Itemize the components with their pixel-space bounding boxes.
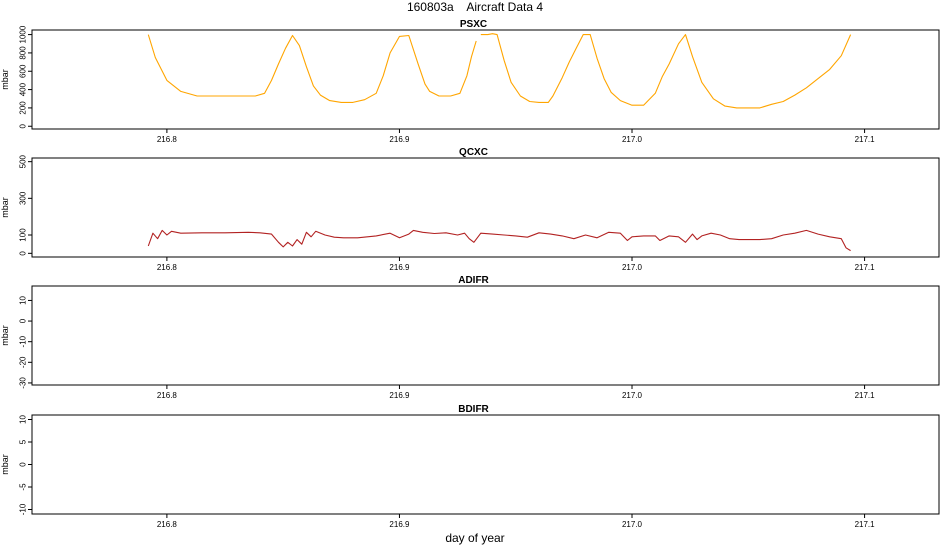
- x-tick-label: 217.1: [855, 263, 876, 272]
- y-tick-label: 0: [19, 251, 28, 256]
- plot-frame: [31, 157, 940, 258]
- chart-panel-bdifr: BDIFR mbar -10 -5 0 5 10 216.8 216.9 217.0 217.1: [0, 404, 940, 529]
- y-tick-label: 0: [19, 318, 28, 323]
- plot-frame: [31, 29, 940, 130]
- panel-title: ADIFR: [458, 275, 489, 286]
- y-tick-label: 1000: [19, 25, 28, 43]
- y-tick-label: 5: [19, 439, 28, 444]
- series-line-psxc-1: [147, 34, 477, 103]
- y-tick-label: -5: [19, 483, 28, 491]
- x-tick-label: 217.0: [622, 391, 643, 400]
- y-tick-label: 0: [19, 462, 28, 467]
- x-tick-label: 217.0: [622, 263, 643, 272]
- plot-frame: [31, 285, 940, 386]
- x-tick-label: 217.0: [622, 520, 643, 529]
- series-line-qcxc-1: [147, 229, 851, 252]
- x-tick-label: 216.8: [157, 263, 178, 272]
- y-tick-label: 10: [19, 415, 28, 424]
- panel-title: PSXC: [460, 19, 487, 30]
- x-tick-label: 216.9: [389, 520, 410, 529]
- chart-panel-psxc: PSXC mbar 0 200 400 600 800 1000 216.8 216.9 217.0…: [0, 19, 940, 144]
- series-line-psxc-2: [480, 33, 852, 109]
- y-tick-label: 600: [19, 64, 28, 78]
- plot-frame: [31, 414, 940, 515]
- panel-title: BDIFR: [458, 404, 489, 415]
- x-tick-label: 217.1: [855, 391, 876, 400]
- y-tick-label: 500: [19, 154, 28, 168]
- y-tick-label: 0: [19, 123, 28, 128]
- x-tick-label: 216.8: [157, 135, 178, 144]
- y-tick-label: 10: [19, 295, 28, 304]
- x-tick-label: 216.8: [157, 391, 178, 400]
- x-tick-label: 217.1: [855, 520, 876, 529]
- x-tick-label: 216.9: [389, 135, 410, 144]
- y-tick-label: -10: [19, 503, 28, 515]
- x-axis-label: day of year: [445, 531, 505, 545]
- x-tick-label: 217.1: [855, 135, 876, 144]
- x-tick-label: 216.8: [157, 520, 178, 529]
- y-tick-label: -30: [19, 377, 28, 389]
- y-tick-label: -10: [19, 335, 28, 347]
- y-axis-label: mbar: [0, 454, 10, 475]
- y-tick-label: 800: [19, 46, 28, 60]
- y-axis-label: mbar: [0, 325, 10, 346]
- x-tick-label: 216.9: [389, 263, 410, 272]
- y-tick-label: 200: [19, 101, 28, 115]
- x-tick-label: 217.0: [622, 135, 643, 144]
- chart-panel-adifr: ADIFR mbar -30 -20 -10 0 10 216.8 216.9 217.0 217.…: [0, 275, 940, 400]
- x-tick-label: 216.9: [389, 391, 410, 400]
- y-axis-label: mbar: [0, 197, 10, 218]
- figure-title: 160803a Aircraft Data 4: [406, 0, 544, 14]
- y-axis-label: mbar: [0, 69, 10, 90]
- y-tick-label: 400: [19, 82, 28, 96]
- y-tick-label: 100: [19, 228, 28, 242]
- y-tick-label: -20: [19, 356, 28, 368]
- y-tick-label: 300: [19, 191, 28, 205]
- panel-title: QCXC: [459, 147, 488, 158]
- chart-panel-qcxc: QCXC mbar 0 100 300 500 216.8 216.9 217.0 217.1: [0, 147, 940, 272]
